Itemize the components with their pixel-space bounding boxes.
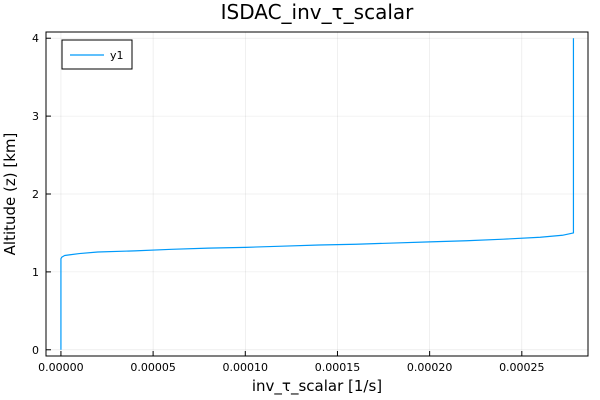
- chart-title: ISDAC_inv_τ_scalar: [221, 0, 415, 24]
- x-tick-label: 0.00015: [315, 361, 361, 374]
- y-tick-label: 1: [32, 266, 39, 279]
- y-tick-label: 4: [32, 32, 39, 45]
- y-axis-label: Altitude (z) [km]: [1, 133, 19, 256]
- grid: [46, 32, 588, 356]
- x-tick-label: 0.00025: [499, 361, 545, 374]
- x-tick-label: 0.00005: [130, 361, 176, 374]
- legend: y1: [61, 39, 133, 70]
- x-tick-label: 0.00010: [223, 361, 269, 374]
- y-tick-label: 3: [32, 110, 39, 123]
- series-group: [60, 38, 575, 350]
- legend-label-y1: y1: [110, 49, 124, 62]
- x-axis-label: inv_τ_scalar [1/s]: [252, 377, 382, 396]
- y-tick-label: 0: [32, 344, 39, 357]
- x-tick-label: 0.00020: [407, 361, 453, 374]
- y-tick-label: 2: [32, 188, 39, 201]
- x-tick-label: 0.00000: [38, 361, 84, 374]
- ticks: 0.00000 0.00005 0.00010 0.00015 0.00020 0.000…: [32, 32, 545, 374]
- series-line-y1: [60, 38, 575, 350]
